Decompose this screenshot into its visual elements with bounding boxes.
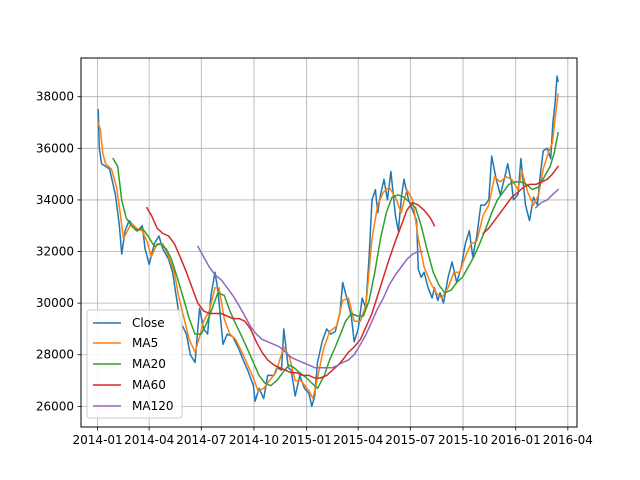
legend-frame [86,309,183,419]
y-axis: 26000 28000 30000 32000 34000 36000 38000 [36,90,81,413]
x-tick-label: 2015-04 [333,433,383,447]
x-tick-label: 2015-10 [438,433,488,447]
legend-label-ma5: MA5 [132,336,158,350]
y-tick-label: 36000 [36,141,74,155]
x-tick-label: 2014-10 [229,433,279,447]
legend-label-ma120: MA120 [132,399,173,413]
legend-label-ma60: MA60 [132,378,166,392]
x-tick-label: 2014-07 [176,433,226,447]
x-tick-label: 2014-04 [124,433,174,447]
y-tick-label: 30000 [36,296,74,310]
x-axis: 2014-01 2014-04 2014-07 2014-10 2015-01 2015-… [73,427,593,447]
series-lines [97,75,560,408]
series-line-ma20 [112,131,559,390]
x-tick-label: 2016-04 [543,433,593,447]
x-tick-label: 2016-01 [491,433,541,447]
grid-lines [81,58,577,427]
legend-label-ma20: MA20 [132,357,166,371]
legend: Close MA5 MA20 MA60 MA120 [86,309,183,419]
x-tick-label: 2014-01 [73,433,123,447]
y-tick-label: 34000 [36,193,74,207]
x-tick-label: 2015-07 [385,433,435,447]
legend-label-close: Close [132,316,165,330]
y-tick-label: 38000 [36,90,74,104]
series-line-ma120 [196,188,560,369]
y-tick-label: 28000 [36,348,74,362]
y-tick-label: 32000 [36,245,74,259]
plot-area-frame [80,57,578,428]
series-line-ma60 [145,165,560,379]
x-tick-label: 2015-01 [282,433,332,447]
y-tick-label: 26000 [36,399,74,413]
